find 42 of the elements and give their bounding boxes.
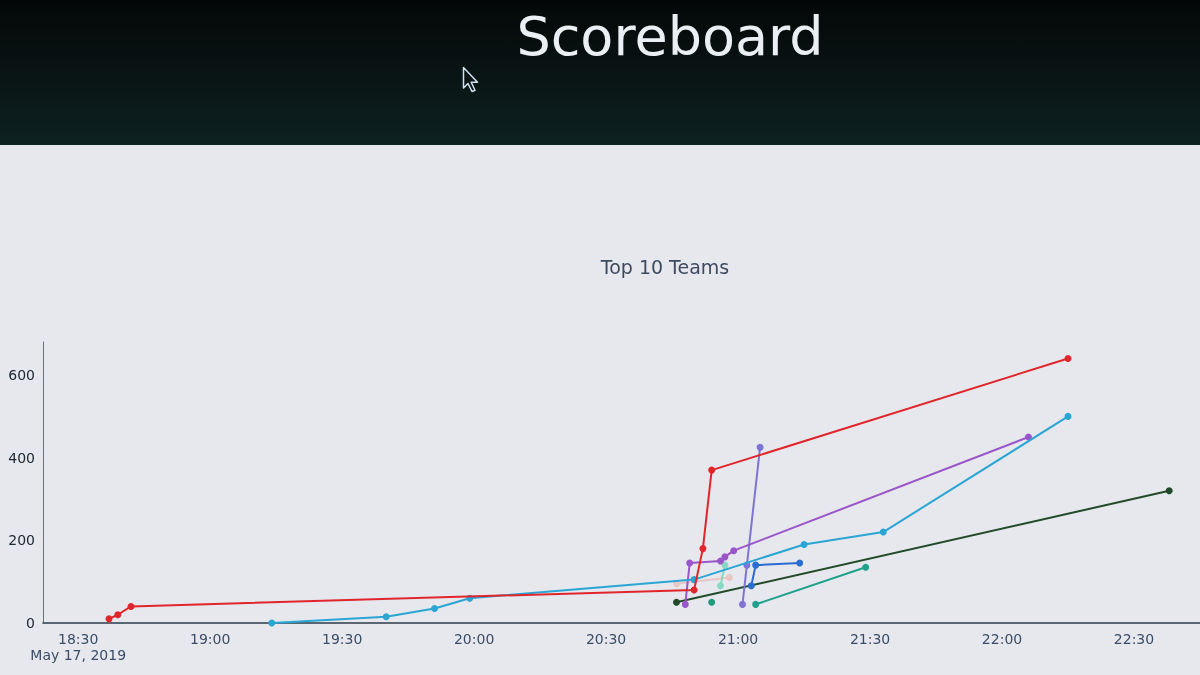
chart-title: Scoreboard xyxy=(516,4,824,68)
point xyxy=(699,545,707,553)
point xyxy=(382,613,390,621)
point xyxy=(716,557,724,565)
y-tick-label: 200 xyxy=(8,532,35,549)
point xyxy=(716,582,724,590)
point xyxy=(756,443,764,451)
point xyxy=(1165,487,1173,495)
point xyxy=(708,466,716,474)
x-tick-label: 19:00 xyxy=(189,631,231,647)
x-tick-label: 22:00 xyxy=(981,631,1023,647)
point xyxy=(752,561,760,569)
y-tick-label: 400 xyxy=(8,449,35,466)
point xyxy=(738,600,746,608)
point xyxy=(431,605,439,613)
point xyxy=(725,574,733,582)
point xyxy=(752,600,760,608)
point xyxy=(114,611,122,619)
x-tick-label: 19:30 xyxy=(321,631,363,647)
y-tick-label: 0 xyxy=(26,615,35,631)
point xyxy=(268,619,276,627)
point xyxy=(879,528,887,536)
x-tick-label: 20:30 xyxy=(585,631,627,647)
point xyxy=(796,559,804,567)
x-tick-label: 21:30 xyxy=(849,631,891,647)
x-tick-label: 22:30 xyxy=(1113,631,1155,647)
point xyxy=(673,598,680,606)
point xyxy=(800,540,808,548)
y-tick-label: 600 xyxy=(8,367,35,384)
point xyxy=(747,582,755,590)
point xyxy=(681,600,689,608)
chart-subtitle: Top 10 Teams xyxy=(599,255,730,278)
point xyxy=(1064,412,1072,420)
x-tick-label: 18:30 May 17, 2019 xyxy=(30,631,127,663)
point xyxy=(721,553,729,561)
x-tick-label: 21:00 xyxy=(717,631,759,647)
point xyxy=(1064,355,1072,363)
point xyxy=(730,547,738,555)
x-tick-label: 20:00 xyxy=(453,631,495,647)
point xyxy=(862,563,870,571)
point xyxy=(686,559,694,567)
point xyxy=(127,602,135,610)
